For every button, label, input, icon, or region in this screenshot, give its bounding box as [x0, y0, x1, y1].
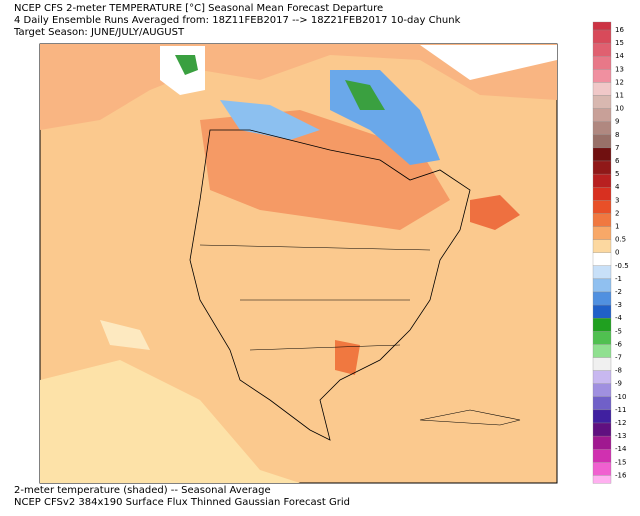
colorbar-label: -8 — [615, 367, 622, 375]
color-swatch — [592, 422, 612, 437]
colorbar-label: 1 — [615, 223, 619, 231]
color-swatch — [592, 449, 612, 463]
colorbar-label: -12 — [615, 419, 626, 427]
colorbar-label: 13 — [615, 65, 624, 73]
color-swatch — [592, 331, 612, 345]
shade-region — [470, 195, 520, 230]
color-swatch — [592, 435, 612, 450]
colorbar-label: 16 — [615, 26, 624, 34]
color-swatch — [592, 160, 612, 175]
color-swatch — [592, 357, 612, 371]
colorbar-label: -3 — [615, 301, 622, 309]
ice-region — [175, 55, 198, 75]
colorbar-label: -1 — [615, 275, 622, 283]
color-swatch — [592, 187, 612, 201]
color-swatch — [592, 95, 612, 109]
color-swatch — [592, 134, 612, 149]
colorbar-label: 6 — [615, 157, 620, 165]
color-swatch — [592, 239, 612, 253]
colorbar-label: -11 — [615, 406, 626, 414]
color-swatch — [592, 21, 612, 31]
colorbar-label: -5 — [615, 327, 622, 335]
ice-region — [345, 80, 385, 110]
color-swatch — [592, 42, 612, 57]
color-swatch — [592, 291, 612, 306]
colorbar-label: 5 — [615, 170, 619, 178]
shade-region — [100, 320, 150, 350]
colorbar-label: -7 — [615, 354, 622, 362]
map-panel — [39, 43, 558, 484]
colorbar-label: -6 — [615, 340, 623, 348]
color-swatch — [592, 69, 612, 83]
colorbar-label: -4 — [615, 314, 623, 322]
color-swatch — [592, 304, 612, 319]
color-swatch — [592, 409, 612, 424]
color-swatch — [592, 147, 612, 162]
colorbar-label: -2 — [615, 288, 622, 296]
color-swatch — [592, 108, 612, 122]
colorbar-label: 3 — [615, 196, 619, 204]
colorbar-label: 2 — [615, 209, 619, 217]
colorbar-label: 11 — [615, 92, 624, 100]
header-line: NCEP CFS 2-meter TEMPERATURE [°C] Season… — [14, 3, 383, 14]
colorbar-label: 7 — [615, 144, 619, 152]
color-swatch — [592, 344, 612, 358]
colorbar-label: 10 — [615, 105, 624, 113]
color-swatch — [592, 56, 612, 70]
colorbar: 16 15 14 13 12 11 10 9 8 7 6 5 4 3 2 1 0.5 0 -0.5 -1 -2 -3 -4 -… — [592, 21, 629, 484]
footer-line: NCEP CFSv2 384x190 Surface Flux Thinned … — [14, 497, 350, 508]
colorbar-label: -15 — [615, 458, 626, 466]
color-swatch — [592, 462, 612, 476]
color-swatch — [592, 396, 612, 411]
colorbar-label: 0.5 — [615, 236, 626, 244]
colorbar-label: 0 — [615, 249, 619, 257]
colorbar-label: -0.5 — [615, 262, 629, 270]
border-line — [199, 244, 431, 351]
color-swatch — [592, 370, 612, 384]
shade-region — [40, 360, 300, 483]
color-swatch — [592, 278, 612, 293]
color-swatch — [592, 252, 612, 266]
colorbar-label: -16 — [615, 471, 627, 479]
colorbar-label: 9 — [615, 118, 619, 126]
colorbar-label: 4 — [615, 183, 620, 191]
color-swatch — [592, 121, 612, 135]
color-swatch — [592, 475, 612, 484]
color-swatch — [592, 173, 612, 188]
colorbar-label: -13 — [615, 432, 626, 440]
color-swatch — [592, 318, 612, 332]
colorbar-label: 12 — [615, 78, 624, 86]
header-line: Target Season: JUNE/JULY/AUGUST — [13, 27, 185, 38]
colorbar-label: 8 — [615, 131, 619, 139]
ice-region — [420, 45, 557, 80]
colorbar-label: -10 — [615, 393, 626, 401]
colorbar-label: -14 — [615, 445, 627, 453]
color-swatch — [592, 82, 612, 96]
colorbar-label: 14 — [615, 52, 624, 60]
color-swatch — [592, 200, 612, 214]
colorbar-label: 15 — [615, 39, 624, 47]
color-swatch — [592, 226, 612, 240]
header-line: 4 Daily Ensemble Runs Averaged from: 18Z… — [14, 15, 461, 26]
coastline — [419, 409, 521, 426]
color-swatch — [592, 265, 612, 280]
color-swatch — [592, 213, 612, 227]
color-swatch — [592, 29, 612, 44]
colorbar-label: -9 — [615, 380, 622, 388]
color-swatch — [592, 383, 612, 397]
shade-region — [335, 340, 360, 375]
footer-line: 2-meter temperature (shaded) -- Seasonal… — [14, 485, 271, 496]
